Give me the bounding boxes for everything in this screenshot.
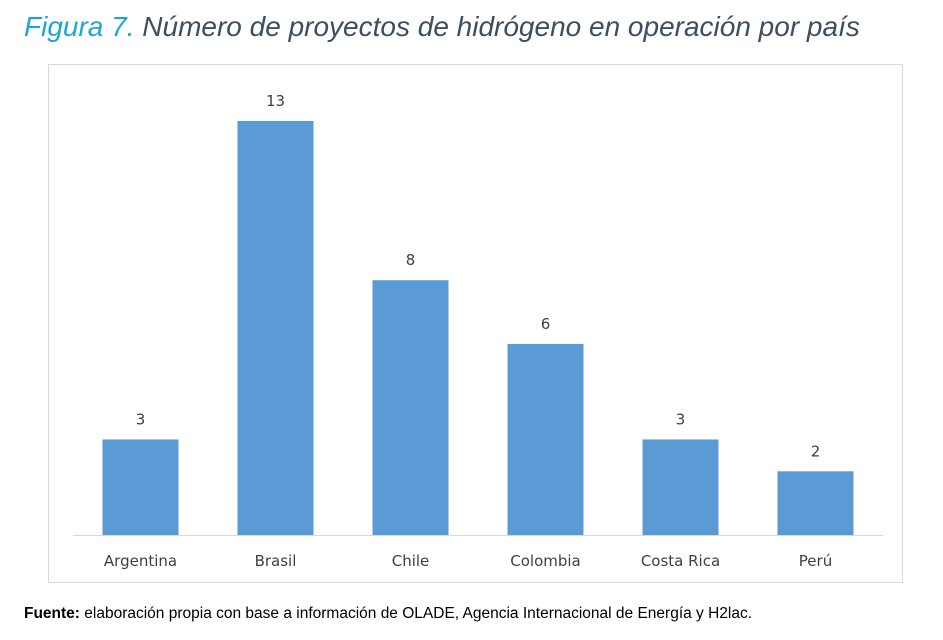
data-label: 3 (676, 410, 686, 428)
bars-group (102, 121, 854, 535)
data-label: 8 (406, 251, 416, 269)
data-label: 13 (266, 92, 285, 110)
category-label: Colombia (510, 552, 581, 570)
bar-brasil (237, 121, 314, 535)
bar-costa-rica (642, 439, 719, 535)
bar-colombia (507, 343, 584, 535)
category-label: Brasil (255, 552, 297, 570)
figure-title: Figura 7. Número de proyectos de hidróge… (24, 11, 860, 43)
data-label: 3 (136, 410, 146, 428)
bar-chile (372, 280, 449, 535)
source-label: Fuente: (24, 605, 80, 622)
category-label: Chile (392, 552, 430, 570)
bar-argentina (102, 439, 179, 535)
bar-perú (777, 471, 854, 535)
figure-title-text: Número de proyectos de hidrógeno en oper… (142, 11, 860, 42)
source-text: elaboración propia con base a informació… (84, 605, 753, 622)
figure-number: Figura 7. (24, 11, 135, 42)
category-label: Perú (799, 552, 832, 570)
source-note: Fuente: elaboración propia con base a in… (24, 605, 752, 623)
data-label: 2 (811, 442, 821, 460)
chart-area: 3 Argentina 13 Brasil 8 Chile 6 Colombia 3 Costa … (48, 64, 903, 583)
bar-chart: 3 Argentina 13 Brasil 8 Chile 6 Colombia 3 Costa … (73, 92, 883, 570)
labels-group: 3 Argentina 13 Brasil 8 Chile 6 Colombia 3 Costa … (104, 92, 832, 570)
data-label: 6 (541, 315, 551, 333)
category-label: Argentina (104, 552, 177, 570)
category-label: Costa Rica (641, 552, 720, 570)
